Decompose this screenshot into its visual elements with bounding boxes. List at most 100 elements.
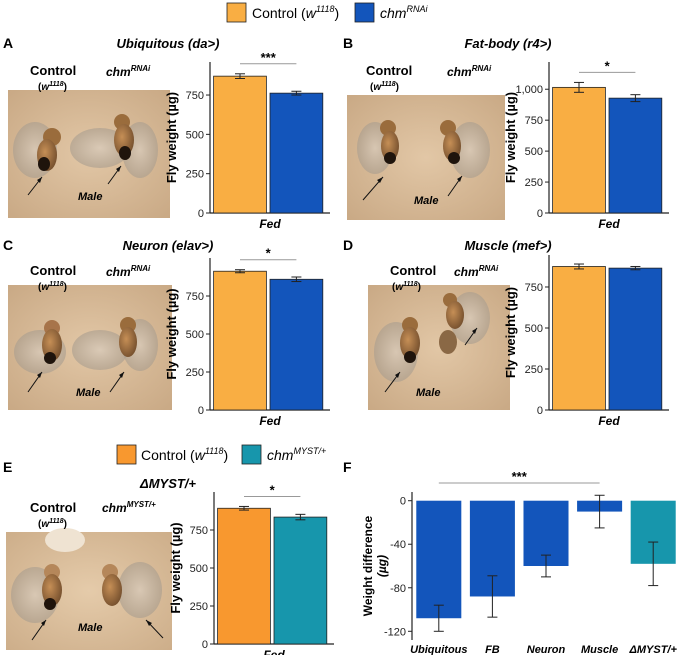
panel-letter-b: B: [343, 35, 353, 51]
photo-a: Male: [8, 90, 170, 218]
y-tick-label: 750: [525, 115, 543, 127]
y-tick-label: -80: [390, 583, 406, 595]
label-a-rnai: chmRNAi: [106, 64, 151, 79]
legend-control-swatch: [226, 2, 247, 23]
bar: [608, 97, 663, 214]
fly-c-rnai: [72, 317, 158, 371]
y-tick-label: 0: [198, 405, 204, 417]
legend-e-myst-label: chmMYST/+: [267, 446, 326, 463]
y-tick-label: 250: [525, 177, 543, 189]
chart-d: 0 250 500 750 Fed Fly weight (µg): [503, 255, 669, 428]
bar: [269, 278, 324, 411]
y-tick-label: 750: [525, 282, 543, 294]
y-tick-label: 500: [525, 146, 543, 158]
y-tick-label: 250: [190, 601, 208, 613]
fly-a-rnai: [70, 114, 158, 178]
legend-e-myst-swatch: [241, 444, 262, 465]
panel-letter-a: A: [3, 35, 13, 51]
y-tick-label: 500: [190, 563, 208, 575]
bar: [552, 86, 606, 214]
title-d: Muscle (mef>): [464, 238, 551, 253]
y-axis-label: Fly weight (µg): [168, 522, 183, 613]
panel-letter-d: D: [343, 237, 353, 253]
bar: [552, 266, 606, 411]
label-d-control: Control: [390, 263, 436, 278]
legend-e-control-label: Control (w1118): [141, 446, 228, 463]
y-axis-label: Fly weight (µg): [503, 287, 518, 378]
label-c-rnai: chmRNAi: [106, 264, 151, 279]
x-tick-label: Neuron: [527, 644, 566, 655]
bar: [217, 507, 271, 645]
photo-c: Male: [8, 285, 172, 410]
panel-letter-c: C: [3, 237, 13, 253]
y-tick-label: 0: [537, 405, 543, 417]
y-tick-label: -40: [390, 539, 406, 551]
significance-label: *: [266, 246, 272, 261]
chart-b: 0 250 500 750 1,000 * Fed Fly weight (µg): [503, 58, 669, 231]
photo-c-male: Male: [76, 387, 100, 399]
top-legend: Control (w1118) chmRNAi: [226, 2, 428, 23]
y-tick-label: -120: [384, 626, 406, 638]
significance-label: ***: [261, 50, 277, 65]
significance-label: ***: [512, 469, 528, 484]
x-axis-label: Fed: [263, 648, 285, 655]
y-tick-label: 750: [190, 525, 208, 537]
y-tick-label: 750: [186, 90, 204, 102]
y-tick-label: 250: [186, 169, 204, 181]
x-tick-label: FB: [485, 644, 500, 655]
fly-e-control: [11, 564, 62, 623]
bar: [269, 92, 324, 214]
photo-d-male: Male: [416, 387, 440, 399]
chart-f: 0 -40 -80 -120 Ubiquitous FB Neuron Muscle ΔMYST…: [361, 469, 677, 655]
fly-e-myst: [102, 562, 162, 618]
x-axis-label: Fed: [598, 217, 620, 231]
y-axis-label: Fly weight (µg): [164, 92, 179, 183]
label-a-control: Control: [30, 63, 76, 78]
title-c: Neuron (elav>): [123, 238, 214, 253]
label-e-control: Control: [30, 500, 76, 515]
fly-d-control: [374, 317, 420, 382]
chart-c: 0 250 500 750 * Fed Fly weight (µg): [164, 246, 330, 428]
photo-b: Male: [347, 95, 505, 220]
title-a: Ubiquitous (da>): [117, 36, 220, 51]
y-tick-label: 500: [186, 329, 204, 341]
legend-e: Control (w1118) chmMYST/+: [116, 444, 326, 465]
y-axis-label: Weight difference: [361, 515, 375, 616]
panel-letter-f: F: [343, 459, 352, 475]
y-tick-label: 1,000: [515, 84, 543, 96]
legend-e-control-swatch: [116, 444, 137, 465]
bar: [416, 500, 462, 619]
x-tick-label: Ubiquitous: [410, 644, 467, 655]
chart-e: 0 250 500 750 * Fed Fly weight (µg): [168, 482, 334, 655]
y-tick-label: 0: [198, 208, 204, 220]
bar: [608, 267, 663, 411]
photo-e-glare: [45, 528, 85, 552]
label-b-rnai: chmRNAi: [447, 64, 492, 79]
y-axis-label: Fly weight (µg): [503, 92, 518, 183]
fly-c-control: [14, 320, 66, 374]
label-b-control: Control: [366, 63, 412, 78]
label-d-rnai: chmRNAi: [454, 264, 499, 279]
y-tick-label: 0: [202, 639, 208, 651]
bar: [273, 516, 328, 645]
title-e: ΔMYST/+: [139, 476, 196, 491]
photo-d: Male: [368, 285, 510, 410]
label-c-control: Control: [30, 263, 76, 278]
chart-a: 0 250 500 750 *** Fed Fly weight (µg): [164, 50, 330, 231]
fly-b-rnai: [440, 120, 490, 178]
label-b-w: (w1118): [370, 81, 399, 93]
y-axis-label: Fly weight (µg): [164, 288, 179, 379]
x-axis-label: Fed: [598, 414, 620, 428]
photo-e-male: Male: [78, 622, 102, 634]
photo-e: Male: [6, 528, 172, 650]
x-tick-label: ΔMYST/+: [628, 644, 677, 655]
y-tick-label: 750: [186, 291, 204, 303]
x-axis-label: Fed: [259, 217, 281, 231]
y-tick-label: 500: [186, 129, 204, 141]
photo-a-male: Male: [78, 191, 102, 203]
y-axis-label-sub: (µg): [375, 555, 389, 577]
significance-label: *: [270, 482, 276, 497]
photo-b-male: Male: [414, 195, 438, 207]
y-tick-label: 250: [525, 364, 543, 376]
